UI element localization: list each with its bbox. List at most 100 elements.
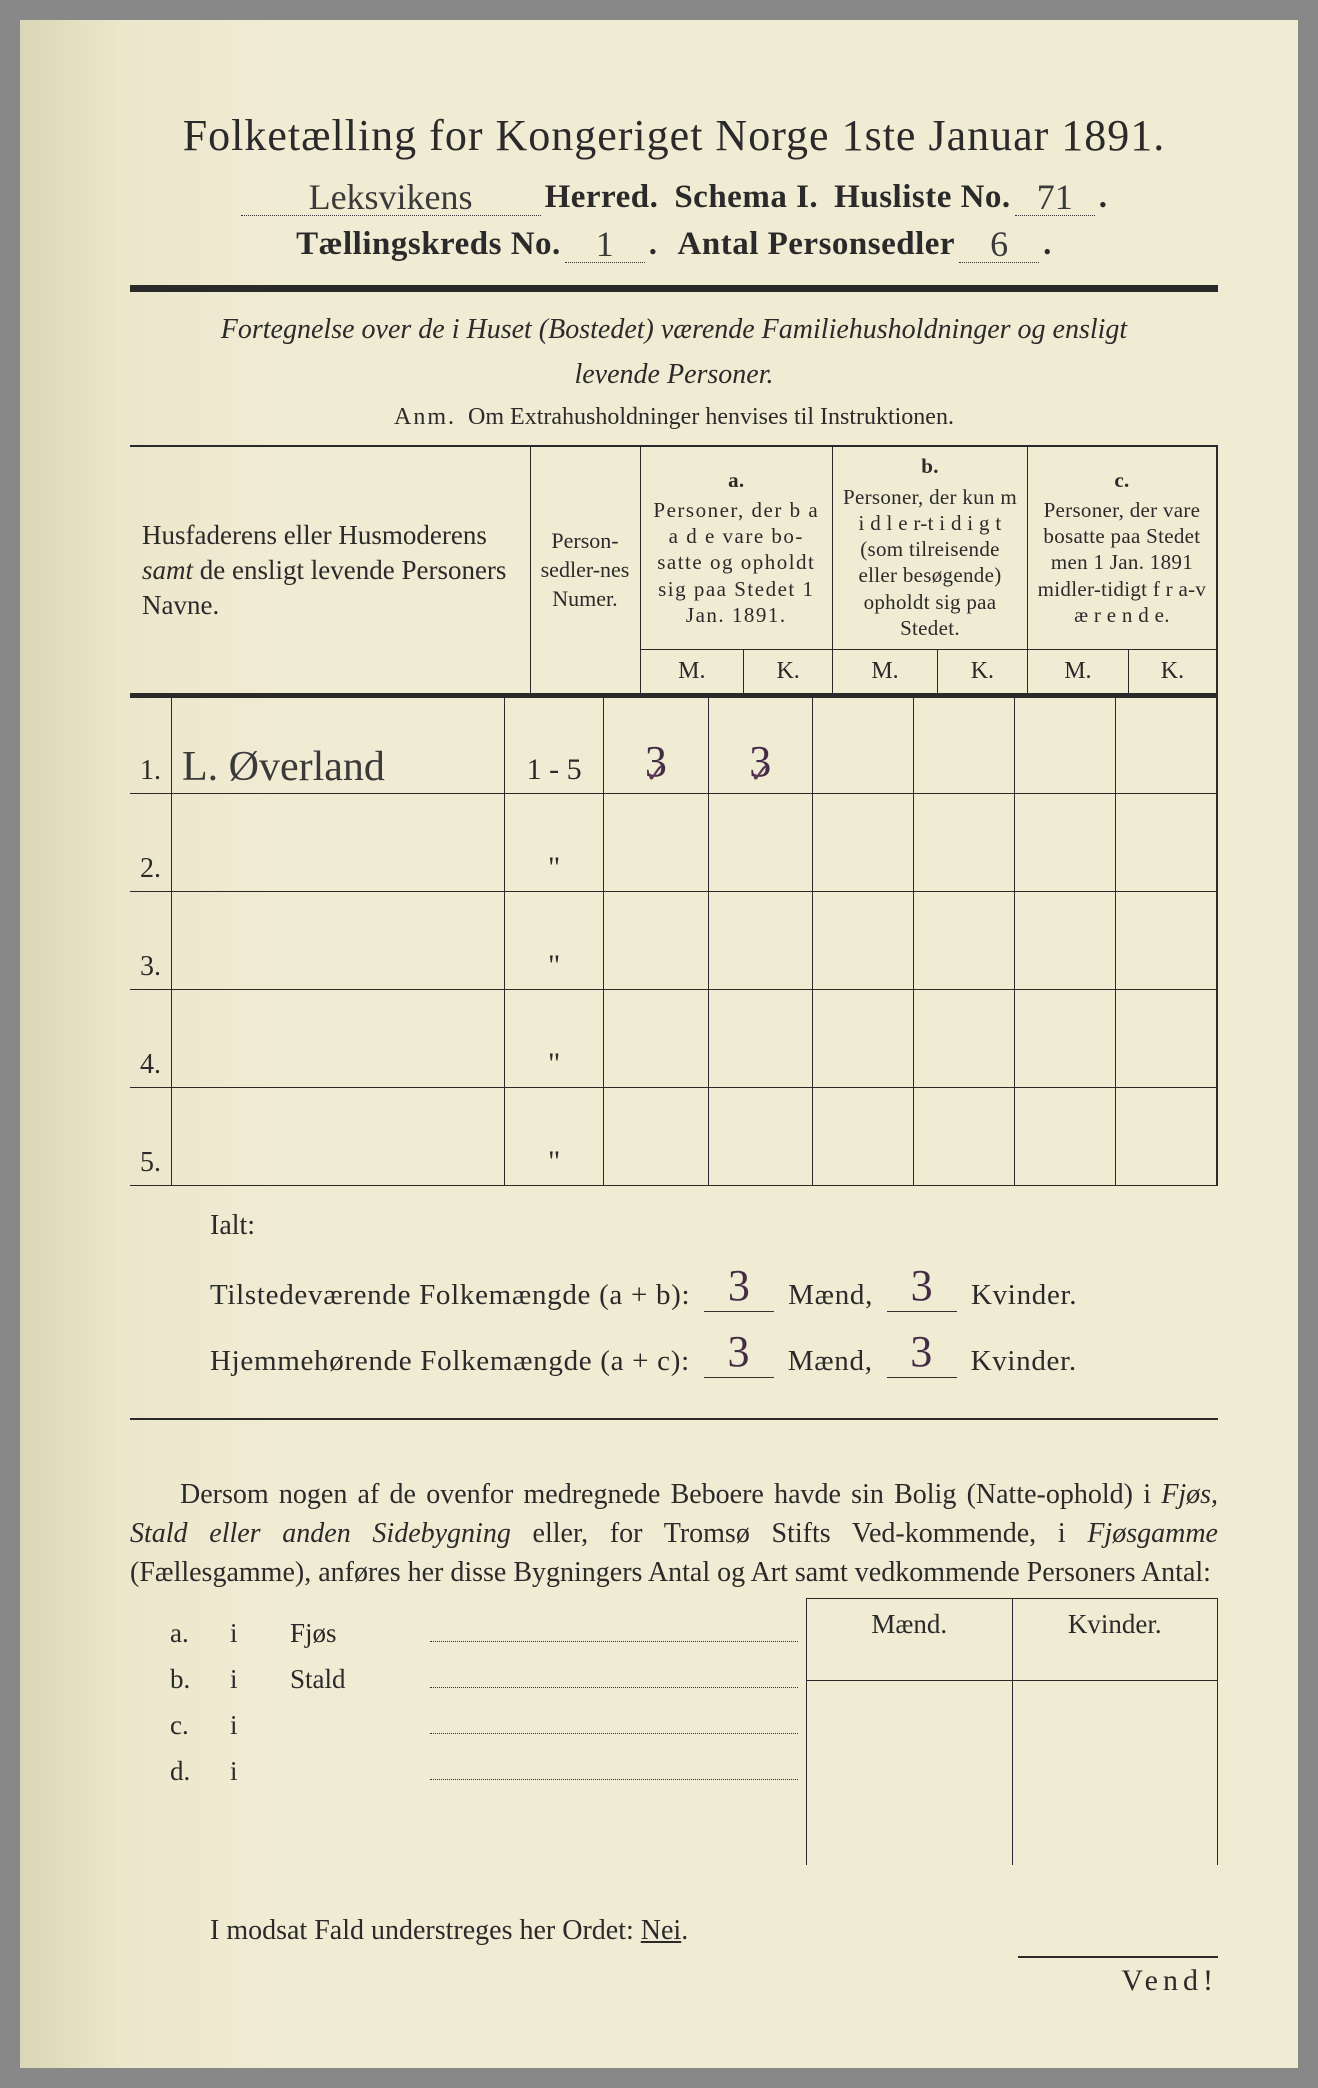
sum2-mlabel: Mænd,	[788, 1345, 873, 1377]
a-m-cell	[604, 891, 708, 989]
c-k-cell	[1116, 989, 1217, 1087]
kreds-line: Tællingskreds No. 1 . Antal Personsedler…	[130, 226, 1218, 263]
num-cell: "	[505, 1087, 604, 1185]
b-m-cell	[812, 793, 913, 891]
row-number: 4.	[130, 989, 172, 1087]
c-k-cell	[1116, 793, 1217, 891]
a-m-cell	[604, 989, 708, 1087]
c-m-cell	[1015, 1087, 1116, 1185]
sum1-label: Tilstedeværende Folkemængde (a + b):	[210, 1279, 690, 1311]
sum2-m: 3	[704, 1326, 774, 1378]
vend-label: Vend!	[1018, 1956, 1218, 1998]
b-k-cell	[914, 891, 1015, 989]
row-number: 1.	[130, 695, 172, 793]
row-number: 2.	[130, 793, 172, 891]
a-k-cell	[708, 891, 812, 989]
schema-label: Schema I.	[674, 179, 818, 215]
kreds-label: Tællingskreds No.	[296, 226, 561, 262]
b-m-cell	[812, 1087, 913, 1185]
a-k-cell	[708, 793, 812, 891]
b-k-cell	[914, 793, 1015, 891]
kvinder-header: Kvinder.	[1012, 1599, 1218, 1680]
table-row: 2. "	[130, 793, 1217, 891]
row-number: 5.	[130, 1087, 172, 1185]
c-m-cell	[1015, 695, 1116, 793]
c-k-cell	[1116, 891, 1217, 989]
mk-header-box: Mænd. Kvinder.	[806, 1598, 1218, 1681]
herred-line: Leksvikens Herred. Schema I. Husliste No…	[130, 179, 1218, 216]
divider-thin-1	[130, 1418, 1218, 1420]
num-cell: "	[505, 793, 604, 891]
col-a-k: K.	[744, 650, 833, 694]
sum1-mlabel: Mænd,	[788, 1279, 873, 1311]
modsat-pre: I modsat Fald understreges her Ordet:	[210, 1915, 641, 1946]
husliste-value: 71	[1015, 181, 1095, 216]
col-a-header: a. Personer, der b a a d e vare bo-satte…	[640, 446, 833, 649]
kreds-value: 1	[565, 228, 645, 263]
table-row: 1.L. Øverland1 - 53✓3✓	[130, 695, 1217, 793]
b-m-cell	[812, 891, 913, 989]
a-m-cell	[604, 793, 708, 891]
col-b-m: M.	[833, 650, 938, 694]
col-a-m: M.	[640, 650, 744, 694]
a-m-cell: 3✓	[604, 695, 708, 793]
col-c-header: c. Personer, der vare bosatte paa Stedet…	[1027, 446, 1217, 649]
anm-note: Anm. Anm. Om Extrahusholdninger henvises…	[130, 404, 1218, 431]
num-cell: 1 - 5	[505, 695, 604, 793]
sum-line-present: Tilstedeværende Folkemængde (a + b): 3 M…	[210, 1260, 1218, 1312]
husliste-label: Husliste No.	[834, 179, 1011, 215]
name-cell	[172, 989, 505, 1087]
col-name-header: Husfaderens eller Husmoderens samt de en…	[130, 446, 530, 693]
sum-line-resident: Hjemmehørende Folkemængde (a + c): 3 Mæn…	[210, 1326, 1218, 1378]
fortegnelse-a: Fortegnelse over de i Huset (Bostedet) v…	[130, 310, 1218, 349]
sum1-klabel: Kvinder.	[971, 1279, 1077, 1311]
data-table: 1.L. Øverland1 - 53✓3✓2. " 3. " 4. " 5. "	[130, 693, 1218, 1186]
outbuilding-section: a.iFjøsb.iStaldc.id.i Mænd. Kvinder.	[130, 1598, 1218, 1865]
outbuilding-row: c.i	[170, 1710, 806, 1756]
col-c-m: M.	[1027, 650, 1128, 694]
outbuilding-row: a.iFjøs	[170, 1618, 806, 1664]
page-title: Folketælling for Kongeriget Norge 1ste J…	[130, 110, 1218, 161]
sum2-k: 3	[887, 1326, 957, 1378]
modsat-line: I modsat Fald understreges her Ordet: Ne…	[210, 1915, 1218, 1947]
name-cell	[172, 793, 505, 891]
antal-label: Antal Personsedler	[678, 226, 956, 262]
antal-value: 6	[959, 228, 1039, 263]
b-m-cell	[812, 989, 913, 1087]
dersom-paragraph: Dersom nogen af de ovenfor medregnede Be…	[130, 1475, 1218, 1593]
name-cell	[172, 891, 505, 989]
num-cell: "	[505, 891, 604, 989]
row-number: 3.	[130, 891, 172, 989]
census-form-page: Folketælling for Kongeriget Norge 1ste J…	[20, 20, 1298, 2068]
divider-heavy-1	[130, 285, 1218, 292]
maend-header: Mænd.	[806, 1599, 1012, 1680]
sum1-k: 3	[887, 1260, 957, 1312]
name-cell	[172, 1087, 505, 1185]
modsat-nei: Nei	[641, 1915, 681, 1946]
table-row: 5. "	[130, 1087, 1217, 1185]
b-k-cell	[914, 989, 1015, 1087]
table-row: 3. "	[130, 891, 1217, 989]
a-m-cell	[604, 1087, 708, 1185]
c-k-cell	[1116, 1087, 1217, 1185]
c-k-cell	[1116, 695, 1217, 793]
col-num-header: Person-sedler-nes Numer.	[530, 446, 640, 693]
ialt-label: Ialt:	[210, 1210, 1218, 1242]
mk-columns	[806, 1681, 1218, 1865]
b-k-cell	[914, 1087, 1015, 1185]
herred-label: Herred.	[545, 179, 659, 215]
a-k-cell	[708, 1087, 812, 1185]
sum2-label: Hjemmehørende Folkemængde (a + c):	[210, 1345, 690, 1377]
b-k-cell	[914, 695, 1015, 793]
outbuilding-row: d.i	[170, 1756, 806, 1802]
col-b-k: K.	[937, 650, 1027, 694]
num-cell: "	[505, 989, 604, 1087]
b-m-cell	[812, 695, 913, 793]
sum2-klabel: Kvinder.	[971, 1345, 1077, 1377]
table-row: 4. "	[130, 989, 1217, 1087]
c-m-cell	[1015, 989, 1116, 1087]
col-b-header: b. Personer, der kun m i d l e r-t i d i…	[833, 446, 1028, 649]
c-m-cell	[1015, 891, 1116, 989]
outbuilding-row: b.iStald	[170, 1664, 806, 1710]
sum1-m: 3	[704, 1260, 774, 1312]
